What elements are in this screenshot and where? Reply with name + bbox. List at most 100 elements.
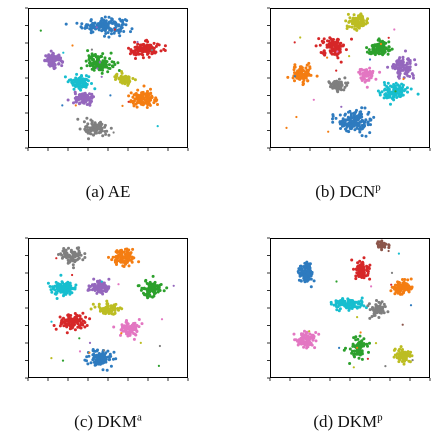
scatter-point (338, 113, 342, 117)
scatter-point (74, 316, 78, 320)
scatter-point (368, 263, 372, 267)
scatter-point (309, 285, 313, 289)
scatter-point (348, 16, 352, 20)
scatter-point (395, 96, 399, 99)
scatter-point (134, 92, 138, 96)
scatter-point (44, 59, 48, 63)
scatter-point (286, 75, 290, 79)
scatter-point (89, 18, 93, 22)
scatter-point (348, 362, 352, 365)
scatter-point (86, 49, 90, 53)
scatter-point (83, 325, 87, 329)
scatter-point (129, 325, 133, 329)
scatter-point (374, 305, 378, 309)
scatter-point (365, 69, 369, 73)
scatter-point (139, 341, 142, 344)
scatter-point (345, 27, 349, 30)
scatter-point (157, 286, 161, 290)
scatter-point (293, 63, 297, 67)
scatter-point (85, 103, 89, 106)
scatter-point (337, 77, 341, 81)
scatter-point (144, 98, 148, 102)
scatter-point (92, 277, 96, 281)
scatter-point (137, 97, 141, 101)
scatter-point (358, 305, 362, 309)
scatter-point (121, 22, 125, 26)
scatter-point (285, 126, 288, 129)
scatter-point (98, 26, 101, 30)
scatter-point (306, 79, 310, 83)
scatter-point (107, 35, 111, 39)
scatter-point (102, 311, 106, 315)
scatter-point (148, 294, 152, 298)
scatter-point (410, 285, 414, 289)
scatter-point (321, 41, 325, 45)
scatter-point (114, 255, 118, 258)
scatter-point (413, 58, 417, 62)
scatter-point (93, 128, 97, 132)
scatter-point (124, 23, 128, 27)
scatter-point (118, 77, 122, 81)
scatter-point (353, 24, 357, 28)
scatter-point (398, 72, 402, 75)
scatter-point (83, 127, 87, 131)
scatter-point (109, 94, 112, 97)
scatter-point (328, 42, 332, 46)
cluster-blue (296, 260, 316, 289)
scatter-point (110, 60, 114, 64)
scatter-point (338, 346, 341, 349)
scatter-point (361, 15, 364, 19)
scatter-point (93, 131, 97, 135)
scatter-point (71, 259, 75, 263)
scatter-point (140, 322, 144, 326)
cluster-brown (375, 239, 391, 252)
scatter-point (344, 118, 348, 122)
scatter-point (107, 133, 111, 137)
scatter-point (361, 19, 365, 22)
cluster-orange (107, 247, 141, 268)
scatter-point (57, 58, 61, 62)
scatter-point (120, 332, 123, 335)
scatter-point (77, 80, 81, 84)
scatter-point (408, 354, 412, 358)
scatter-point (116, 307, 120, 310)
scatter-point (348, 19, 352, 23)
scatter-point (97, 302, 101, 306)
scatter-point (136, 100, 140, 104)
scatter-point (377, 37, 381, 41)
scatter-point (376, 89, 380, 93)
scatter-panel-dkm-a (25, 237, 189, 381)
scatter-point (305, 337, 309, 340)
scatter-point (125, 319, 128, 322)
scatter-point (85, 359, 88, 363)
stray-points (285, 28, 405, 133)
scatter-point (108, 67, 112, 70)
cluster-olive (344, 12, 370, 32)
scatter-panel-dcn (267, 7, 431, 151)
scatter-point (54, 280, 58, 284)
scatter-point (117, 28, 121, 32)
scatter-point (380, 300, 384, 304)
scatter-point (397, 76, 401, 80)
scatter-point (84, 24, 88, 28)
scatter-point (114, 357, 118, 361)
scatter-point (354, 305, 358, 309)
scatter-point (314, 331, 318, 334)
scatter-point (357, 356, 361, 360)
scatter-point (401, 323, 404, 326)
scatter-point (141, 56, 145, 60)
scatter-point (50, 320, 53, 323)
scatter-point (126, 334, 130, 338)
scatter-point (47, 53, 51, 57)
scatter-point (359, 17, 362, 21)
scatter-point (132, 104, 136, 108)
scatter-point (362, 266, 366, 270)
scatter-point (404, 282, 408, 286)
scatter-point (113, 260, 117, 264)
caption-dcn: (b) DCNp (258, 182, 434, 202)
scatter-point (396, 280, 400, 284)
scatter-point (350, 299, 354, 302)
scatter-point (325, 45, 329, 49)
scatter-point (355, 122, 358, 126)
scatter-point (387, 249, 390, 253)
